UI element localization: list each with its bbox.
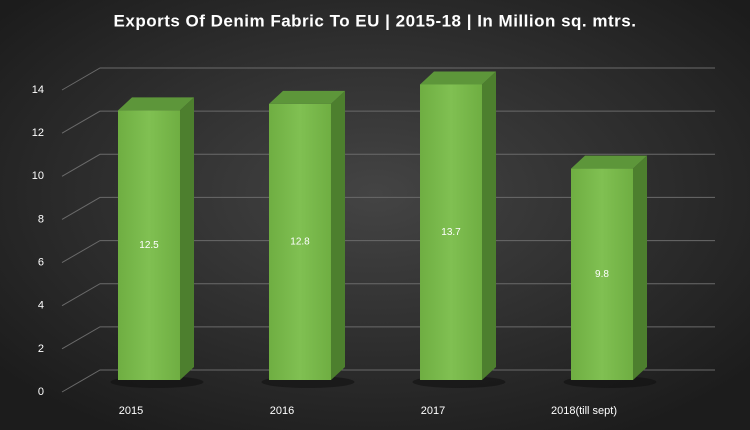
x-tick-label: 2018(till sept)	[551, 405, 617, 417]
value-label: 13.7	[441, 227, 461, 238]
grid-line	[61, 283, 715, 307]
bar-top	[571, 155, 647, 169]
grid-line	[61, 369, 715, 393]
value-label: 9.8	[595, 269, 609, 280]
bar-top	[420, 71, 496, 85]
bar	[571, 168, 633, 380]
grid-line	[61, 326, 715, 350]
bar	[269, 103, 331, 380]
grid-line	[61, 240, 715, 264]
bar-side	[180, 97, 194, 380]
bar-side	[633, 155, 647, 380]
x-tick-label: 2017	[421, 405, 445, 417]
grid-line	[61, 67, 715, 91]
y-tick-label: 10	[32, 170, 44, 182]
grid-line	[61, 196, 715, 220]
y-tick-label: 8	[38, 213, 44, 225]
y-tick-label: 14	[32, 84, 44, 96]
y-tick-label: 6	[38, 256, 44, 268]
bar-top	[118, 97, 194, 111]
y-tick-label: 2	[38, 343, 44, 355]
grid-line	[61, 153, 715, 177]
y-tick-label: 12	[32, 127, 44, 139]
grid-line	[61, 110, 715, 134]
y-tick-label: 4	[38, 300, 44, 312]
value-label: 12.5	[139, 240, 159, 251]
x-tick-label: 2016	[270, 405, 294, 417]
bar	[420, 84, 482, 380]
y-tick-label: 0	[38, 386, 44, 398]
x-tick-label: 2015	[119, 405, 143, 417]
value-label: 12.8	[290, 237, 310, 248]
chart-title: Exports Of Denim Fabric To EU | 2015-18 …	[114, 11, 637, 30]
bar	[118, 110, 180, 380]
bar-side	[331, 90, 345, 380]
bar-top	[269, 90, 345, 104]
bar-side	[482, 71, 496, 380]
